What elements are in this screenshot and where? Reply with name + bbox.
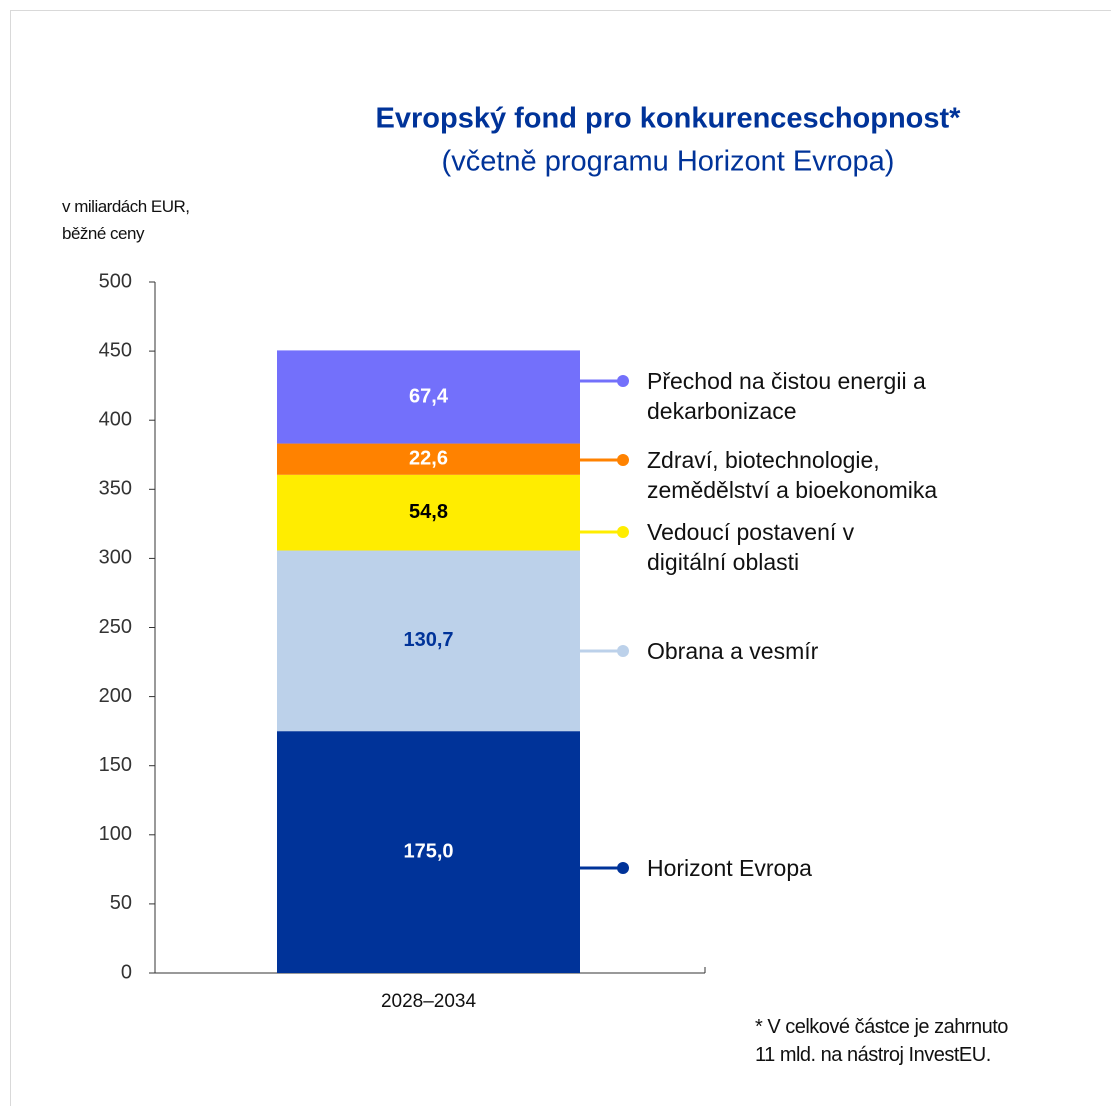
chart-subtitle: (včetně programu Horizont Evropa)	[442, 146, 895, 178]
bar-segment	[277, 550, 580, 732]
legend-label: Horizont Evropa	[647, 855, 812, 881]
y-tick-label: 350	[99, 478, 132, 500]
y-axis-label: v miliardách EUR, běžné ceny	[62, 197, 190, 243]
legend-marker	[617, 375, 629, 387]
data-label: 67,4	[409, 385, 449, 407]
data-label: 130,7	[403, 629, 453, 651]
y-tick-label: 300	[99, 547, 132, 569]
bar-segment	[277, 474, 580, 551]
x-tick-label: 2028–2034	[381, 991, 477, 1012]
legend-label: Obrana a vesmír	[647, 638, 819, 664]
legend-marker	[617, 645, 629, 657]
data-label: 54,8	[409, 501, 448, 523]
bar-segment	[277, 731, 580, 973]
legend-marker	[617, 454, 629, 466]
legend-label: Přechod na čistou energii a dekarbonizac…	[647, 368, 926, 424]
frame	[10, 10, 1111, 1106]
y-tick-label: 100	[99, 823, 132, 845]
legend-label: Zdraví, biotechnologie, zemědělství a bi…	[647, 447, 938, 503]
y-tick-label: 50	[110, 892, 132, 914]
legend-marker	[617, 526, 629, 538]
y-tick-label: 0	[121, 961, 132, 983]
footnote: * V celkové částce je zahrnuto 11 mld. n…	[755, 1016, 1008, 1066]
y-tick-label: 450	[99, 339, 132, 361]
y-tick-label: 150	[99, 754, 132, 776]
data-label: 22,6	[409, 447, 448, 469]
y-tick-label: 250	[99, 616, 132, 638]
data-label: 175,0	[403, 840, 453, 862]
bar-segment	[277, 350, 580, 444]
y-tick-label: 500	[99, 270, 132, 292]
y-tick-label: 400	[99, 408, 132, 430]
legend-label: Vedoucí postavení v digitální oblasti	[647, 519, 855, 575]
bar-segment	[277, 443, 580, 475]
chart-title: Evropský fond pro konkurenceschopnost*	[376, 103, 962, 135]
y-tick-label: 200	[99, 685, 132, 707]
legend-marker	[617, 862, 629, 874]
